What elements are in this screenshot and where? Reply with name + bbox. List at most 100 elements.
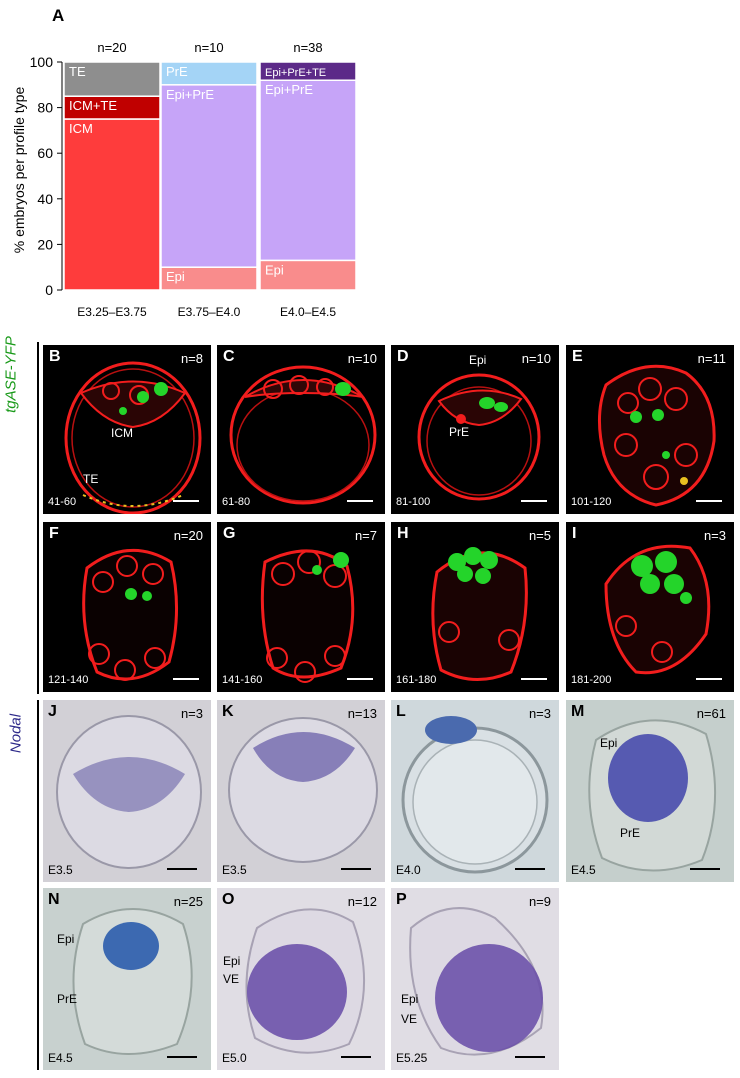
scale-bar-k: [341, 868, 371, 870]
bar-segment: [259, 259, 357, 291]
cell-range-g: 141-160: [222, 674, 263, 686]
cell-range-f: 121-140: [48, 674, 89, 686]
embryo-image-b: [64, 361, 202, 514]
sample-count-g: n=7: [354, 528, 377, 543]
micrograph-panel-e: E n=11 101-120: [566, 345, 734, 514]
panel-letter-a: A: [52, 6, 65, 25]
sample-count-f: n=20: [173, 528, 203, 543]
sample-size-label: n=38: [293, 40, 322, 55]
sample-size-label: n=10: [194, 40, 223, 55]
sample-count-c: n=10: [347, 351, 377, 366]
panel-letter-o: O: [222, 891, 235, 908]
sample-count-l: n=3: [528, 706, 551, 721]
stacked-bar-chart: 0 20 40 60 80 100 ICM ICM+TE TE E3.25–E3.75 n=20 Ep…: [30, 40, 357, 319]
annotation-ve-p: VE: [401, 1012, 418, 1026]
y-tick-label: 80: [37, 100, 53, 116]
sample-count-i: n=3: [703, 528, 726, 543]
bar-segment: [63, 118, 161, 291]
embryo-image-e: [597, 364, 716, 507]
annotation-epi-m: Epi: [600, 736, 618, 750]
segment-label: Epi: [166, 269, 185, 284]
embryo-image-n: [72, 908, 193, 1055]
embryo-image-h: [431, 547, 528, 682]
panel-letter-p: P: [396, 891, 407, 908]
y-tick-label: 100: [30, 54, 54, 70]
embryo-image-c: [229, 365, 377, 505]
scale-bar-l: [515, 868, 545, 870]
embryo-image-l: [401, 716, 549, 874]
annotation-epi: Epi: [469, 353, 487, 367]
panel-letter-m: M: [571, 703, 585, 720]
y-tick-label: 40: [37, 191, 53, 207]
embryo-image-d: [417, 373, 541, 501]
segment-label: Epi+PrE: [265, 82, 313, 97]
stage-l: E4.0: [396, 863, 421, 877]
panel-letter-i: I: [572, 525, 577, 542]
sample-size-label: n=20: [97, 40, 126, 55]
panel-letter-d: D: [397, 348, 409, 365]
micrograph-panel-d: D n=10 81-100 Epi PrE: [391, 345, 559, 514]
stage-p: E5.25: [396, 1051, 428, 1065]
scale-bar-e: [696, 500, 722, 502]
panel-letter-n: N: [48, 891, 60, 908]
embryo-image-p: [409, 907, 544, 1056]
yfp-side-divider: [37, 342, 39, 694]
sample-count-k: n=13: [347, 706, 377, 721]
embryo-image-f: [82, 548, 179, 681]
scale-bar-j: [167, 868, 197, 870]
scale-bar-i: [696, 678, 722, 680]
bar-segment: [259, 61, 357, 81]
cell-range-h: 161-180: [396, 674, 437, 686]
panel-letter-k: K: [222, 703, 234, 720]
stage-k: E3.5: [222, 863, 247, 877]
embryo-image-i: [604, 544, 711, 675]
cell-range-b: 41-60: [48, 496, 77, 508]
sample-count-j: n=3: [180, 706, 203, 721]
x-category-label: E3.75–E4.0: [178, 305, 241, 319]
x-category-label: E3.25–E3.75: [77, 305, 147, 319]
sample-count-n: n=25: [173, 894, 203, 909]
annotation-ve-o: VE: [223, 972, 240, 986]
bar-segment: [259, 79, 357, 262]
annotation-pre: PrE: [449, 425, 470, 439]
annotation-te: TE: [83, 472, 99, 486]
scale-bar-h: [521, 678, 547, 680]
scale-bar-b: [173, 500, 199, 502]
stage-j: E3.5: [48, 863, 73, 877]
embryo-image-m: [588, 719, 717, 872]
segment-label: Epi+PrE+TE: [265, 67, 326, 79]
scale-bar-f: [173, 678, 199, 680]
y-tick-label: 20: [37, 236, 53, 252]
scale-bar-m: [690, 868, 720, 870]
segment-label: Epi: [265, 262, 284, 277]
micrograph-panel-b: B n=8 41-60 ICM TE: [43, 345, 211, 514]
stage-m: E4.5: [571, 863, 596, 877]
embryo-image-g: [260, 549, 355, 683]
sample-count-e: n=11: [697, 351, 726, 366]
nodal-panel-n: N n=25 E4.5 Epi PrE: [43, 888, 211, 1070]
embryo-image-k: [228, 717, 378, 863]
nodal-panel-m: M n=61 E4.5 Epi PrE: [566, 700, 734, 882]
panel-letter-e: E: [572, 348, 583, 365]
y-tick-label: 60: [37, 145, 53, 161]
nodal-side-label: Nodal: [7, 713, 25, 754]
annotation-epi-n: Epi: [57, 932, 75, 946]
micrograph-panel-i: I n=3 181-200: [566, 522, 734, 692]
bar-segment: [160, 84, 258, 268]
segment-label: ICM+TE: [69, 98, 117, 113]
nodal-panel-o: O n=12 E5.0 Epi VE: [217, 888, 385, 1070]
annotation-pre-n: PrE: [57, 992, 78, 1006]
micrograph-panel-c: C n=10 61-80: [217, 345, 385, 514]
embryo-image-j: [56, 715, 202, 869]
annotation-pre-m: PrE: [620, 826, 641, 840]
panel-letter-h: H: [397, 525, 409, 542]
nodal-panel-j: J n=3 E3.5: [43, 700, 211, 882]
x-category-label: E4.0–E4.5: [280, 305, 336, 319]
panel-letter-l: L: [396, 703, 406, 720]
nodal-side-divider: [37, 700, 39, 1070]
bar-segment: [63, 61, 161, 97]
micrograph-panel-g: G n=7 141-160: [217, 522, 385, 692]
panel-letter-c: C: [223, 348, 235, 365]
segment-label: TE: [69, 64, 86, 79]
panel-letter-f: F: [49, 525, 59, 542]
